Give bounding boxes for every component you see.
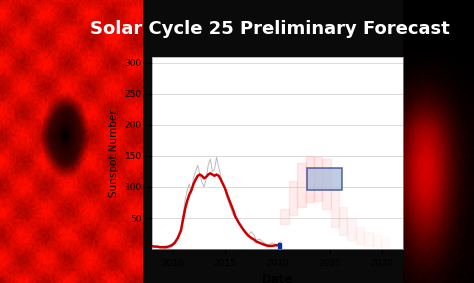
X-axis label: Date: Date	[262, 273, 293, 283]
Bar	[297, 163, 306, 207]
Bar	[314, 157, 322, 201]
Bar	[331, 190, 339, 227]
Bar	[281, 209, 289, 224]
Bar	[339, 207, 347, 235]
Bar	[306, 156, 314, 202]
Bar	[364, 232, 373, 246]
Bar	[322, 159, 331, 209]
Bar	[373, 235, 381, 246]
Bar	[289, 181, 297, 215]
Bar	[278, 243, 281, 249]
Text: Solar Cycle 25 Preliminary Forecast: Solar Cycle 25 Preliminary Forecast	[91, 20, 450, 38]
Bar	[347, 219, 356, 240]
Bar	[381, 238, 389, 247]
Bar	[356, 227, 364, 244]
Bar	[307, 168, 342, 190]
Y-axis label: Sunspot Number: Sunspot Number	[109, 109, 119, 197]
